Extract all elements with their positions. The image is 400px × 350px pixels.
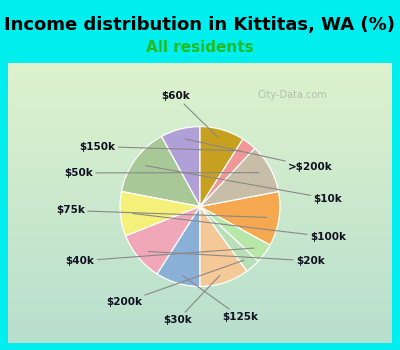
Wedge shape: [200, 191, 280, 245]
Wedge shape: [200, 206, 258, 271]
Wedge shape: [157, 206, 200, 286]
Wedge shape: [162, 127, 200, 206]
Text: $125k: $125k: [183, 276, 258, 322]
Wedge shape: [200, 206, 270, 261]
Text: $10k: $10k: [146, 166, 342, 203]
Wedge shape: [200, 206, 247, 286]
Text: All residents: All residents: [146, 40, 254, 55]
Text: $50k: $50k: [64, 168, 259, 178]
Wedge shape: [200, 139, 255, 206]
Wedge shape: [200, 148, 278, 206]
Text: $100k: $100k: [133, 214, 346, 242]
Wedge shape: [200, 127, 243, 206]
Text: $75k: $75k: [56, 205, 267, 217]
Text: $40k: $40k: [66, 248, 254, 266]
Text: $200k: $200k: [106, 260, 244, 307]
Text: $20k: $20k: [148, 252, 325, 266]
Wedge shape: [122, 136, 200, 206]
Text: >$200k: >$200k: [185, 139, 333, 172]
Wedge shape: [126, 206, 200, 274]
Wedge shape: [120, 191, 200, 236]
Text: $60k: $60k: [162, 91, 218, 137]
Text: $30k: $30k: [163, 275, 220, 325]
Text: Income distribution in Kittitas, WA (%): Income distribution in Kittitas, WA (%): [4, 16, 396, 34]
Text: $150k: $150k: [80, 141, 240, 152]
Text: City-Data.com: City-Data.com: [257, 90, 327, 99]
